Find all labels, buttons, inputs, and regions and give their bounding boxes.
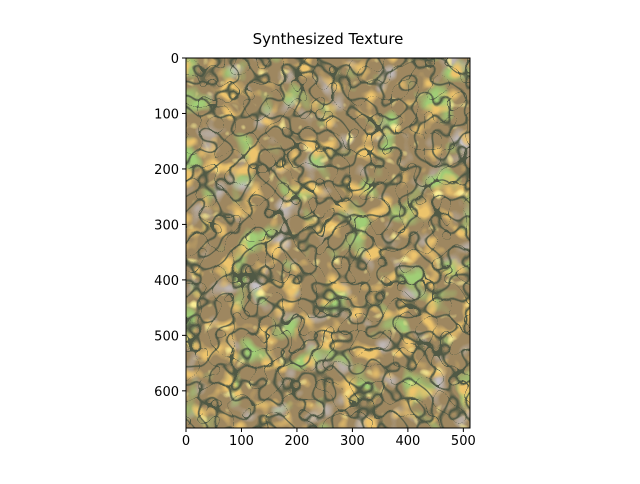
y-tick-label: 100: [154, 107, 179, 122]
x-tick-label: 200: [285, 434, 310, 449]
y-tick-label: 600: [154, 385, 179, 400]
texture-image: [186, 58, 470, 428]
y-tick-label: 0: [171, 52, 179, 67]
x-tick-label: 400: [395, 434, 420, 449]
y-tick-label: 200: [154, 163, 179, 178]
x-tick-label: 0: [182, 434, 190, 449]
y-tick-label: 400: [154, 274, 179, 289]
x-tick-label: 300: [340, 434, 365, 449]
y-tick-label: 300: [154, 218, 179, 233]
x-tick-label: 500: [451, 434, 476, 449]
chart-title: Synthesized Texture: [253, 30, 404, 48]
axes-frame: [185, 57, 471, 429]
y-tick-label: 500: [154, 329, 179, 344]
x-tick-label: 100: [229, 434, 254, 449]
